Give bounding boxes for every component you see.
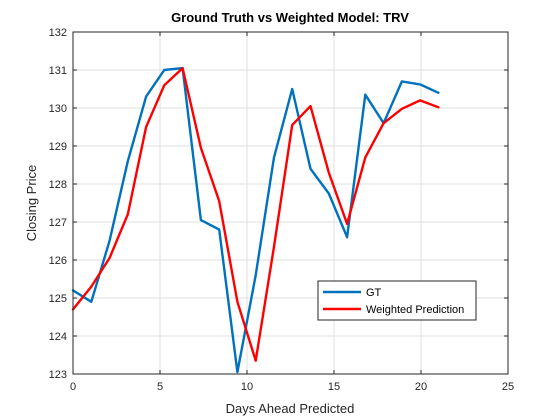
chart-title: Ground Truth vs Weighted Model: TRV (171, 10, 409, 25)
y-tick-label: 124 (49, 331, 67, 343)
y-tick-label: 129 (49, 141, 67, 153)
x-tick-label: 10 (241, 381, 253, 393)
x-tick-label: 5 (157, 381, 163, 393)
legend-entry: Weighted Prediction (366, 304, 464, 316)
y-tick-label: 126 (49, 255, 67, 267)
series-line-gt (71, 66, 440, 374)
x-axis-label: Days Ahead Predicted (226, 401, 355, 416)
x-tick-label: 25 (502, 381, 514, 393)
x-tick-label: 15 (328, 381, 340, 393)
y-tick-label: 125 (49, 293, 67, 305)
series-lines (71, 66, 440, 374)
axis-ticks: 0 5 10 15 20 25 123 124 125 126 127 128 129 130 131 132 (49, 27, 514, 393)
x-tick-label: 0 (70, 381, 76, 393)
legend-box (317, 280, 477, 321)
y-axis-label: Closing Price (24, 165, 39, 242)
legend-entry: GT (366, 287, 382, 299)
y-tick-label: 130 (49, 103, 67, 115)
y-tick-label: 123 (49, 369, 67, 381)
y-tick-label: 128 (49, 179, 67, 191)
y-tick-label: 132 (49, 27, 67, 39)
series-line-weighted-prediction (71, 66, 440, 362)
legend: GT Weighted Prediction (317, 280, 477, 321)
axes-box (72, 31, 509, 375)
y-tick-label: 131 (49, 65, 67, 77)
x-tick-label: 20 (415, 381, 427, 393)
y-tick-label: 127 (49, 217, 67, 229)
